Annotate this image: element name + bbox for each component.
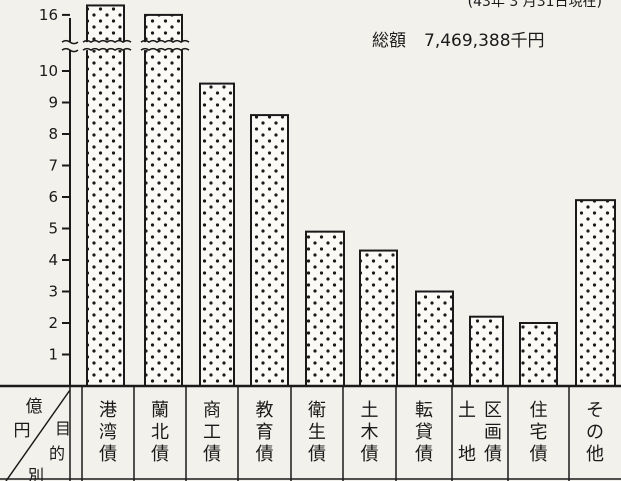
category-label-0: 港湾債 — [99, 400, 117, 465]
y-tick-label: 4 — [48, 251, 58, 269]
category-char: 債 — [415, 444, 433, 465]
category-char: 北 — [151, 422, 169, 443]
category-char: 教 — [256, 400, 274, 421]
axis-break-line — [140, 47, 190, 52]
category-char: 債 — [308, 444, 326, 465]
bar-8 — [519, 322, 558, 387]
axis-break-line — [61, 39, 79, 45]
category-label-3: 教育債 — [256, 400, 274, 465]
category-char: 衛 — [308, 400, 326, 421]
category-char: 債 — [256, 444, 274, 465]
bar-rect — [575, 199, 616, 387]
bar-1 — [140, 13, 190, 388]
y-tick-label: 16 — [39, 6, 58, 24]
bar-7 — [469, 315, 504, 388]
axis-break-line — [82, 39, 132, 44]
category-char: 商 — [203, 400, 221, 421]
bar-rect — [199, 82, 235, 387]
category-label-9: その他 — [586, 400, 604, 465]
category-char: 湾 — [99, 422, 117, 443]
bar-rect — [359, 249, 398, 387]
y-tick-label: 7 — [48, 157, 58, 175]
category-char: 他 — [586, 444, 604, 465]
category-char: 地 — [458, 444, 476, 465]
bar-rect — [305, 230, 345, 387]
category-label-2: 商工債 — [203, 400, 221, 465]
category-char: 債 — [203, 444, 221, 465]
category-char: 土 — [361, 400, 379, 421]
category-char: 転 — [415, 400, 433, 421]
category-char: 債 — [99, 444, 117, 465]
category-char: そ — [586, 400, 604, 421]
bars-layer — [82, 4, 616, 388]
corner-unit-char: 億 — [26, 397, 43, 417]
category-label-6: 転貸債 — [415, 400, 433, 465]
y-tick-label: 8 — [48, 125, 58, 143]
category-label-1: 蘭北債 — [151, 400, 169, 465]
corner-label-char: 別 — [28, 466, 44, 481]
y-axis: 1 2 3 4 5 6 7 8 9 10 16 — [39, 6, 79, 386]
bar-rect — [469, 315, 504, 388]
category-char: 住 — [530, 400, 548, 421]
bar-rect — [144, 13, 183, 388]
total-value: 7,469,388千円 — [424, 31, 545, 51]
category-char: 宅 — [530, 422, 548, 443]
category-char: 工 — [203, 422, 221, 443]
category-char: 育 — [256, 422, 274, 443]
category-label-4: 衛生債 — [308, 400, 326, 465]
date-note: (43年 3 月31日現在) — [468, 0, 602, 10]
bar-9 — [575, 199, 616, 387]
axis-break-line — [82, 47, 132, 52]
bar-6 — [415, 290, 454, 387]
category-char: 債 — [484, 444, 502, 465]
category-char: 画 — [484, 422, 502, 443]
corner-label-char: 的 — [49, 444, 65, 463]
bar-rect — [86, 4, 125, 387]
bar-0 — [82, 4, 132, 387]
axis-break-line — [61, 47, 79, 53]
category-char: 生 — [308, 422, 326, 443]
y-tick-label: 5 — [48, 220, 58, 238]
category-char: 区 — [484, 400, 502, 421]
corner-diagonal — [5, 389, 71, 481]
corner-unit-char: 円 — [14, 421, 31, 441]
y-tick-label: 3 — [48, 283, 58, 301]
category-char: 港 — [99, 400, 117, 421]
y-tick-label: 10 — [39, 62, 58, 80]
category-char: 蘭 — [151, 400, 169, 421]
category-char: 土 — [458, 400, 476, 421]
axis-break-gap — [141, 42, 186, 51]
y-tick-label: 6 — [48, 188, 58, 206]
y-tick-label: 2 — [48, 314, 58, 332]
axis-break-line — [140, 39, 190, 44]
bar-4 — [305, 230, 345, 387]
corner-label-char: 目 — [55, 419, 71, 438]
axis-break-gap — [83, 42, 128, 51]
category-label-8: 住宅債 — [530, 400, 548, 465]
y-tick-label: 9 — [48, 94, 58, 112]
bar-rect — [250, 114, 289, 387]
category-char: 債 — [361, 444, 379, 465]
bar-2 — [199, 82, 235, 387]
bar-rect — [415, 290, 454, 387]
category-char: 債 — [151, 444, 169, 465]
total-label: 総額 — [372, 31, 406, 51]
bar-rect — [519, 322, 558, 387]
category-char: 債 — [530, 444, 548, 465]
y-tick-label: 1 — [48, 346, 58, 364]
bar-5 — [359, 249, 398, 387]
category-char: の — [586, 422, 604, 443]
category-char: 木 — [361, 422, 379, 443]
category-char: 貸 — [415, 422, 433, 443]
category-label-7: 土地 区画債 — [458, 400, 502, 465]
bar-3 — [250, 114, 289, 387]
category-label-5: 土木債 — [361, 400, 379, 465]
